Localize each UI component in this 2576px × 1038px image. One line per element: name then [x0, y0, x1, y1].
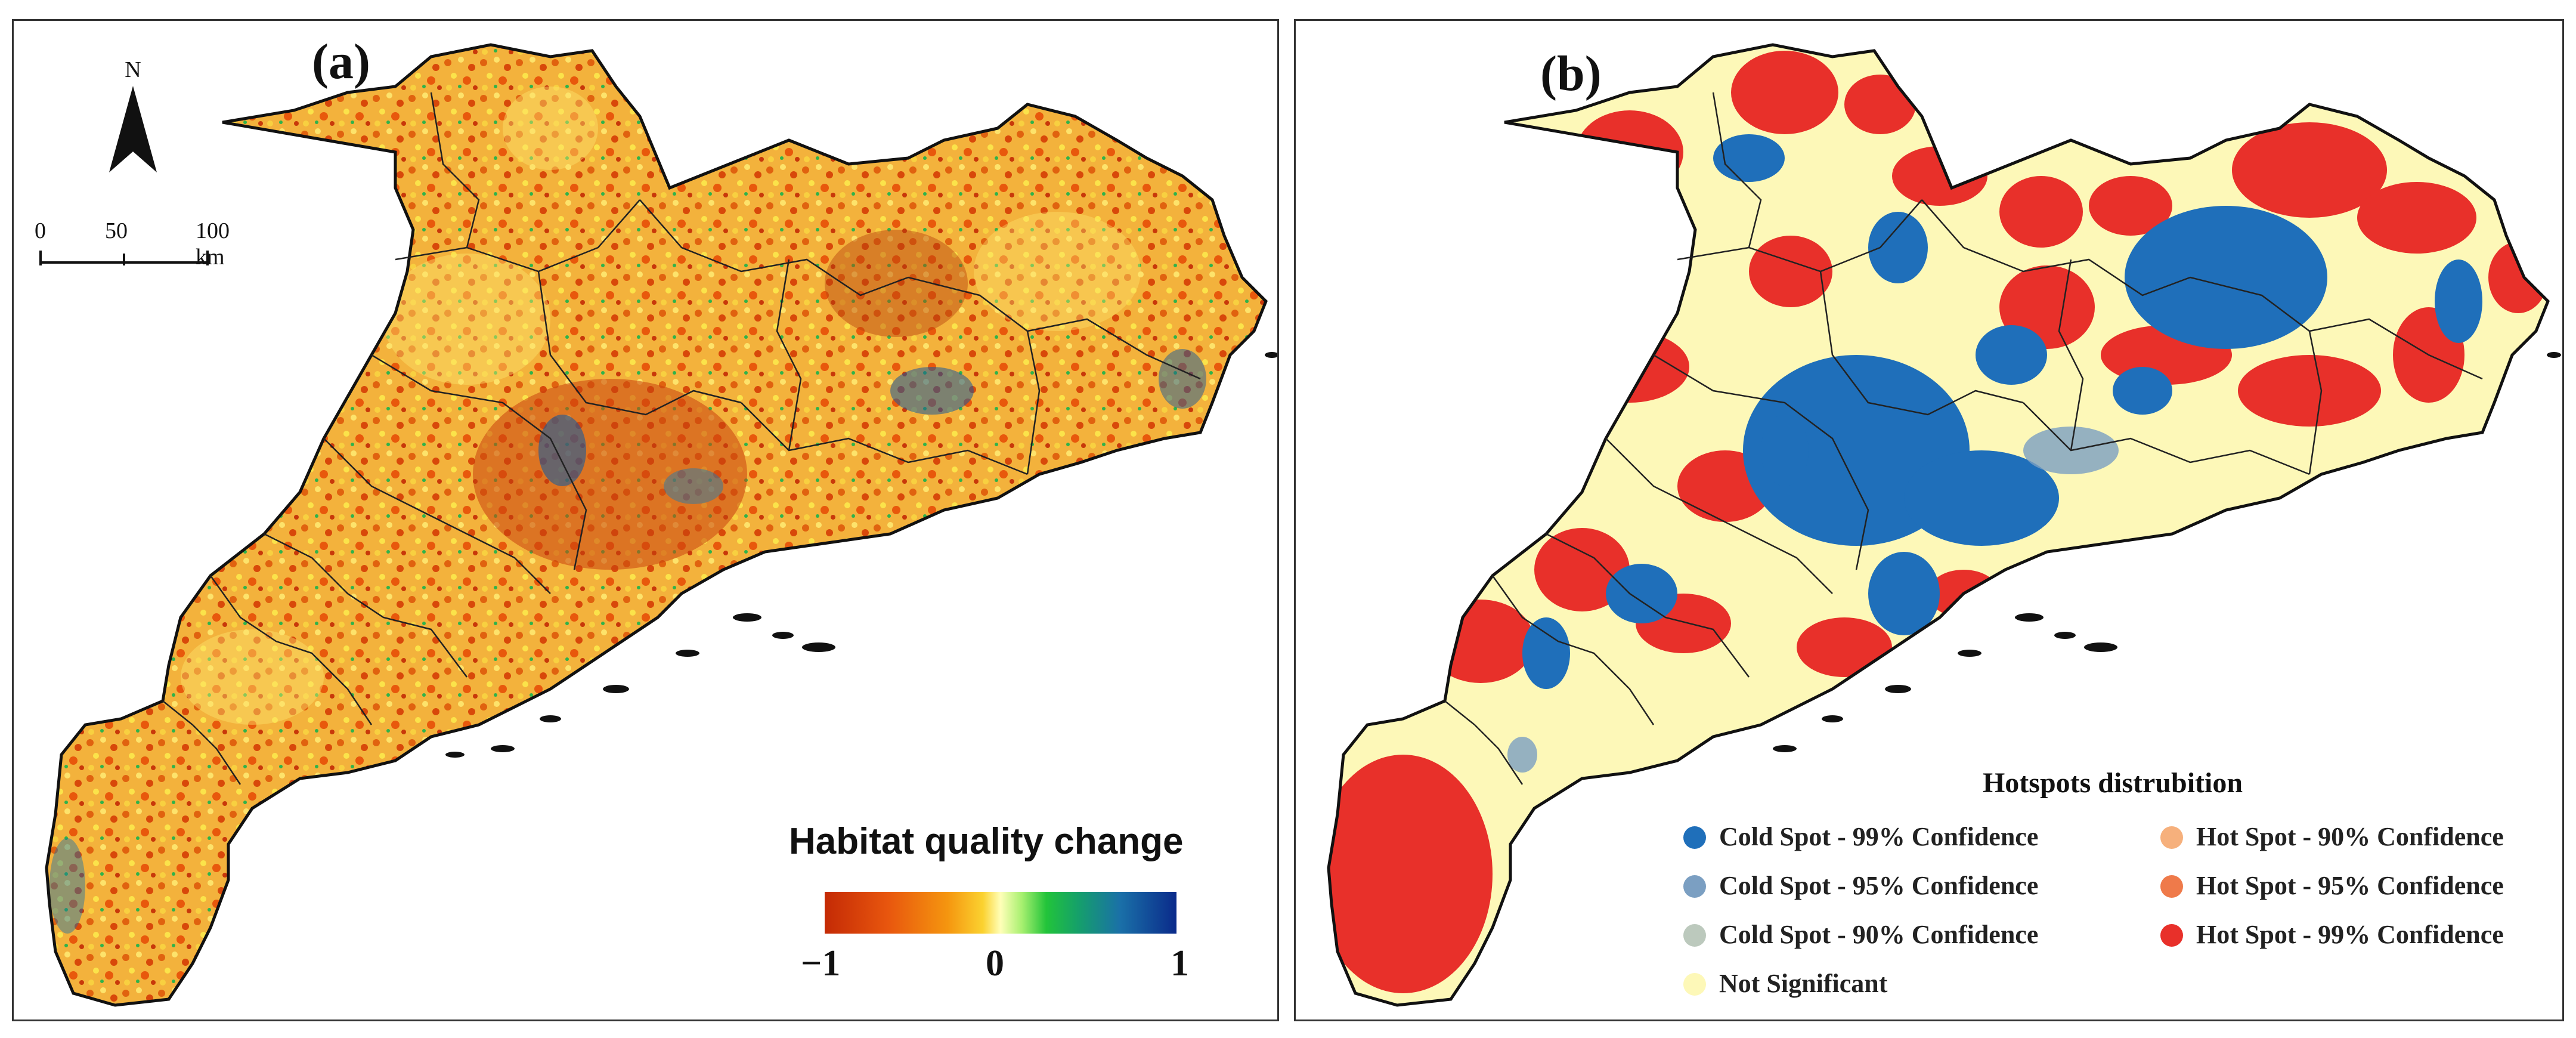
color-ramp: [825, 892, 1176, 934]
legend-habitat-quality: Habitat quality change −1 0 1: [765, 820, 1230, 999]
islands: [445, 352, 1277, 758]
legend-dot-hot-90: [2160, 826, 2183, 849]
legend-max-label: 1: [1171, 943, 1189, 984]
panel-a-habitat-quality-change: (a) N 0 50 100 km Habitat quality change…: [12, 19, 1279, 1021]
legend-dot-cold-99: [1683, 826, 1706, 849]
legend-item-cold-99: Cold Spot - 99% Confidence: [1719, 822, 2039, 851]
legend-mid-label: 0: [986, 943, 1004, 984]
scale-bar: 0 50 100 km: [35, 218, 230, 283]
legend-dot-cold-95: [1683, 875, 1706, 898]
scale-bar-line: [39, 251, 209, 265]
legend-b-title: Hotspots distrubition: [1982, 767, 2243, 799]
scale-tick-0: 0: [35, 218, 46, 243]
north-arrow: N: [97, 57, 169, 181]
legend-dot-hot-99: [2160, 924, 2183, 947]
panel-b-label: (b): [1540, 46, 1602, 101]
panel-a-label: (a): [312, 34, 370, 89]
legend-item-cold-90: Cold Spot - 90% Confidence: [1719, 920, 2039, 949]
legend-item-hot-90: Hot Spot - 90% Confidence: [2196, 822, 2504, 851]
north-arrow-icon: [109, 86, 157, 172]
legend-item-cold-95: Cold Spot - 95% Confidence: [1719, 871, 2039, 900]
map-a: [45, 43, 1277, 1007]
legend-dot-cold-90: [1683, 924, 1706, 947]
city-boundaries: [1444, 92, 2483, 785]
scale-tick-50: 50: [105, 218, 128, 243]
map-b: [1327, 43, 2561, 1007]
scale-tick-100: 100 km: [196, 218, 230, 270]
legend-hotspots: Hotspots distrubition Cold Spot - 99% Co…: [1665, 767, 2560, 1017]
legend-min-label: −1: [801, 943, 841, 984]
legend-item-hot-99: Hot Spot - 99% Confidence: [2196, 920, 2504, 949]
legend-a-title: Habitat quality change: [789, 821, 1184, 862]
province-boundary: [1327, 43, 2550, 1007]
legend-dot-not-significant: [1683, 973, 1706, 996]
legend-item-hot-95: Hot Spot - 95% Confidence: [2196, 871, 2504, 900]
legend-item-not-significant: Not Significant: [1719, 969, 1888, 998]
islands: [1773, 352, 2561, 752]
city-boundaries: [162, 92, 1201, 785]
province-boundary: [45, 43, 1268, 1007]
north-letter: N: [125, 57, 141, 82]
legend-dot-hot-95: [2160, 875, 2183, 898]
panel-b-hotspots: (b) Hotspots distrubition Cold Spot - 99…: [1294, 19, 2564, 1021]
